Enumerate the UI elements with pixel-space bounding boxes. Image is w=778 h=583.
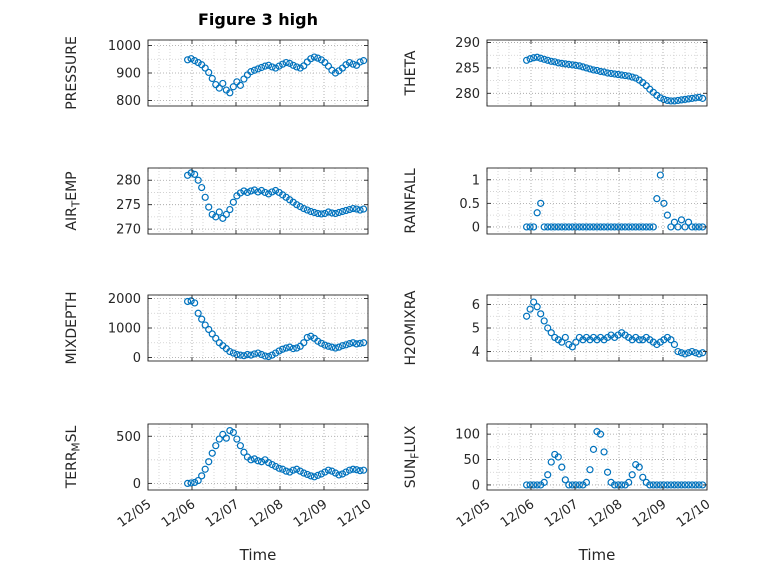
axes-box [486, 39, 708, 107]
grid-lines [147, 40, 369, 106]
x-axis-label-left: Time [239, 546, 277, 564]
svg-text:2000: 2000 [108, 292, 141, 307]
svg-text:100: 100 [455, 428, 480, 443]
subplot-mixdepth: 0 1000 2000 MIXDEPTH [64, 292, 369, 366]
svg-text:500: 500 [116, 430, 141, 445]
svg-text:50: 50 [463, 453, 480, 468]
y-tick-labels: 0 500 [116, 430, 141, 492]
subplot-terr-msl: 0 500 TERRMSL 12/05 12/06 12/07 12/08 12/09 12/1… [64, 423, 374, 531]
axes-box [486, 423, 708, 491]
scatter-series [184, 169, 368, 222]
y-tick-labels: 0 50 100 [455, 428, 480, 494]
svg-text:12/07: 12/07 [203, 497, 242, 531]
svg-text:270: 270 [116, 223, 141, 238]
y-tick-labels: 0 1000 2000 [108, 292, 141, 366]
svg-text:12/10: 12/10 [335, 497, 374, 531]
y-tick-labels: 4 5 6 [472, 298, 480, 360]
svg-text:12/06: 12/06 [159, 497, 198, 531]
subplot-sun-flux: 0 50 100 SUNFLUX 12/05 12/06 12/07 12/08 12/09 12… [403, 423, 713, 531]
y-axis-label: H2OMIXRA [403, 290, 419, 365]
grid-lines [147, 424, 369, 490]
x-tick-labels: 12/05 12/06 12/07 12/08 12/09 12/10 [115, 497, 374, 531]
y-tick-labels: 800 900 1000 [108, 39, 141, 109]
svg-text:280: 280 [455, 87, 480, 102]
svg-text:275: 275 [116, 198, 141, 213]
svg-text:6: 6 [472, 298, 480, 313]
y-tick-labels: 00.51 [459, 173, 480, 235]
tick-marks [147, 168, 369, 234]
axes-box [147, 167, 369, 235]
scatter-series [523, 298, 707, 358]
svg-text:800: 800 [116, 94, 141, 109]
axes-box [147, 423, 369, 491]
svg-text:0: 0 [133, 477, 141, 492]
tick-marks [147, 424, 369, 490]
y-axis-label: AIRTEMP [64, 171, 83, 230]
subplot-pressure: 800 900 1000 PRESSURE [64, 36, 369, 110]
svg-text:12/09: 12/09 [630, 497, 669, 531]
tick-marks [486, 295, 708, 361]
svg-text:280: 280 [116, 174, 141, 189]
tick-marks [147, 40, 369, 106]
svg-text:0: 0 [133, 351, 141, 366]
y-tick-labels: 270 275 280 [116, 174, 141, 238]
svg-text:0: 0 [472, 220, 480, 235]
scatter-series [184, 297, 368, 361]
x-tick-labels: 12/05 12/06 12/07 12/08 12/09 12/10 [454, 497, 713, 531]
scatter-series [184, 53, 368, 97]
grid-lines [486, 424, 708, 490]
tick-marks [486, 168, 708, 234]
svg-text:12/05: 12/05 [115, 497, 154, 531]
axes-box [486, 167, 708, 235]
svg-text:12/07: 12/07 [542, 497, 581, 531]
subplot-air-temp: 270 275 280 AIRTEMP [64, 167, 369, 238]
y-axis-label: PRESSURE [64, 36, 80, 110]
svg-text:4: 4 [472, 345, 480, 360]
subplot-h2omixra: 4 5 6 H2OMIXRA [403, 290, 708, 366]
tick-marks [486, 40, 708, 106]
svg-text:290: 290 [455, 36, 480, 51]
svg-text:5: 5 [472, 322, 480, 337]
subplot-theta: 280 285 290 THETA [403, 36, 708, 107]
tick-marks [486, 424, 708, 490]
grid-lines [147, 168, 369, 234]
svg-text:900: 900 [116, 67, 141, 82]
y-tick-labels: 280 285 290 [455, 36, 480, 102]
svg-text:1000: 1000 [108, 322, 141, 337]
svg-text:12/08: 12/08 [247, 497, 286, 531]
y-axis-label: MIXDEPTH [64, 292, 80, 365]
svg-text:12/10: 12/10 [674, 497, 713, 531]
svg-text:1: 1 [472, 173, 480, 188]
figure-title: Figure 3 high [198, 10, 318, 29]
tick-marks [147, 295, 369, 361]
svg-text:1000: 1000 [108, 39, 141, 54]
scatter-series [523, 171, 707, 231]
y-axis-label: TERRMSL [64, 425, 83, 489]
svg-text:12/09: 12/09 [291, 497, 330, 531]
scatter-series [523, 53, 707, 105]
svg-text:0: 0 [472, 478, 480, 493]
svg-text:12/05: 12/05 [454, 497, 493, 531]
svg-text:285: 285 [455, 61, 480, 76]
x-axis-label-right: Time [578, 546, 616, 564]
scatter-series [523, 428, 707, 489]
grid-lines [486, 40, 708, 106]
y-axis-label: RAINFALL [403, 168, 419, 233]
grid-lines [147, 295, 369, 361]
svg-text:12/06: 12/06 [498, 497, 537, 531]
y-axis-label: SUNFLUX [403, 425, 422, 488]
svg-text:12/08: 12/08 [586, 497, 625, 531]
scatter-series [184, 427, 368, 488]
svg-text:0.5: 0.5 [459, 197, 480, 212]
y-axis-label: THETA [403, 50, 419, 96]
